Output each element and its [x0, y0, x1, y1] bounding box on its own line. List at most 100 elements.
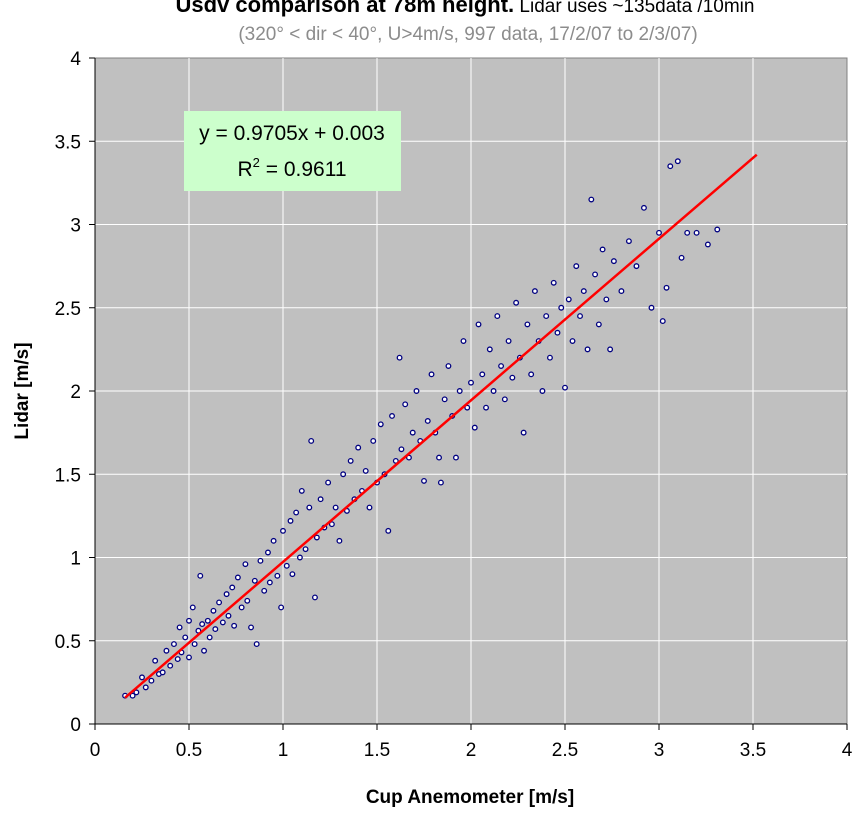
data-point [347, 457, 354, 464]
data-point [509, 374, 516, 381]
y-tick-label: 0 [70, 715, 81, 736]
x-tick-label: 3 [654, 740, 665, 761]
data-point [332, 504, 339, 511]
data-point [204, 617, 211, 624]
trendline [124, 153, 758, 699]
chart-subtitle: (320° < dir < 40°, U>4m/s, 997 data, 17/… [238, 24, 697, 45]
data-point [714, 226, 721, 233]
x-tick-labels: 0 0.5 1 1.5 2 2.5 3 3.5 4 [90, 740, 853, 761]
data-point [398, 446, 405, 453]
data-point [490, 388, 497, 394]
data-point [242, 561, 249, 568]
data-point [229, 584, 236, 591]
data-point [501, 396, 508, 403]
data-point [562, 384, 568, 391]
data-point [253, 641, 260, 648]
data-point [554, 329, 561, 336]
data-point [704, 241, 711, 248]
data-point [678, 254, 685, 261]
data-point [133, 689, 140, 696]
data-point [531, 288, 538, 295]
data-point [302, 546, 309, 553]
data-point [505, 338, 512, 344]
data-point [569, 338, 576, 344]
data-point [599, 246, 606, 253]
data-point [603, 296, 610, 303]
data-point [595, 321, 602, 328]
data-point [479, 371, 486, 378]
y-tick-labels: 0 0.5 1 1.5 2 2.5 3 3.5 4 [55, 49, 82, 736]
data-point [176, 624, 183, 631]
data-point [539, 388, 546, 394]
data-point [577, 313, 583, 320]
data-point [248, 624, 254, 631]
data-point [633, 263, 640, 270]
data-point [280, 527, 286, 534]
data-point [558, 304, 565, 311]
data-point [362, 467, 369, 474]
data-point [663, 284, 670, 291]
data-point [191, 641, 198, 648]
data-point [283, 562, 290, 569]
data-point [667, 163, 674, 170]
data-point [219, 619, 226, 626]
chart-title-suffix: Lidar uses ~135data /10min [514, 0, 754, 17]
data-points [122, 158, 721, 699]
x-tick-label: 3.5 [740, 740, 766, 761]
data-point [206, 634, 213, 641]
r-squared-text: R2 = 0.9611 [237, 155, 346, 181]
r-squared-prefix: R [237, 158, 252, 181]
data-point [171, 641, 177, 648]
data-point [592, 271, 599, 278]
data-point [199, 621, 206, 628]
data-point [266, 579, 273, 586]
x-axis-label: Cup Anemometer [m/s] [366, 787, 574, 808]
data-point [163, 647, 170, 654]
data-point [396, 354, 403, 361]
data-point [174, 656, 181, 663]
data-point [148, 677, 155, 684]
data-point [693, 229, 700, 236]
data-point [210, 607, 217, 614]
data-point [428, 371, 435, 378]
data-point [471, 424, 478, 431]
data-point [313, 534, 320, 541]
data-point [413, 388, 420, 394]
data-point [625, 238, 632, 245]
data-point [186, 654, 192, 661]
data-point [197, 572, 204, 579]
data-point [261, 587, 268, 594]
data-point [317, 496, 324, 503]
data-point [441, 396, 448, 403]
data-point [186, 617, 192, 624]
data-point [298, 487, 305, 494]
data-point [528, 371, 535, 378]
data-point [159, 669, 166, 676]
data-point [287, 517, 294, 524]
data-point [289, 571, 296, 578]
y-axis-label: Lidar [m/s] [12, 342, 33, 439]
data-point [296, 554, 303, 561]
x-tick-label: 0 [90, 740, 101, 761]
data-point [223, 591, 230, 598]
data-point [659, 318, 666, 325]
data-point [494, 313, 501, 320]
data-point [355, 444, 362, 451]
data-point [543, 313, 550, 320]
data-point [201, 647, 207, 654]
data-point [486, 346, 493, 353]
data-point [547, 354, 553, 361]
data-point [618, 288, 625, 295]
axes [89, 57, 848, 730]
data-point [565, 296, 572, 303]
data-point [167, 662, 174, 669]
data-point [684, 229, 691, 236]
data-point [468, 379, 474, 386]
data-point [584, 346, 591, 353]
data-point [312, 594, 318, 601]
equation-text: y = 0.9705x + 0.003 [199, 122, 385, 145]
data-point [674, 158, 681, 165]
data-point [225, 612, 232, 619]
data-point [139, 674, 145, 681]
r-squared-exponent: 2 [253, 155, 260, 170]
